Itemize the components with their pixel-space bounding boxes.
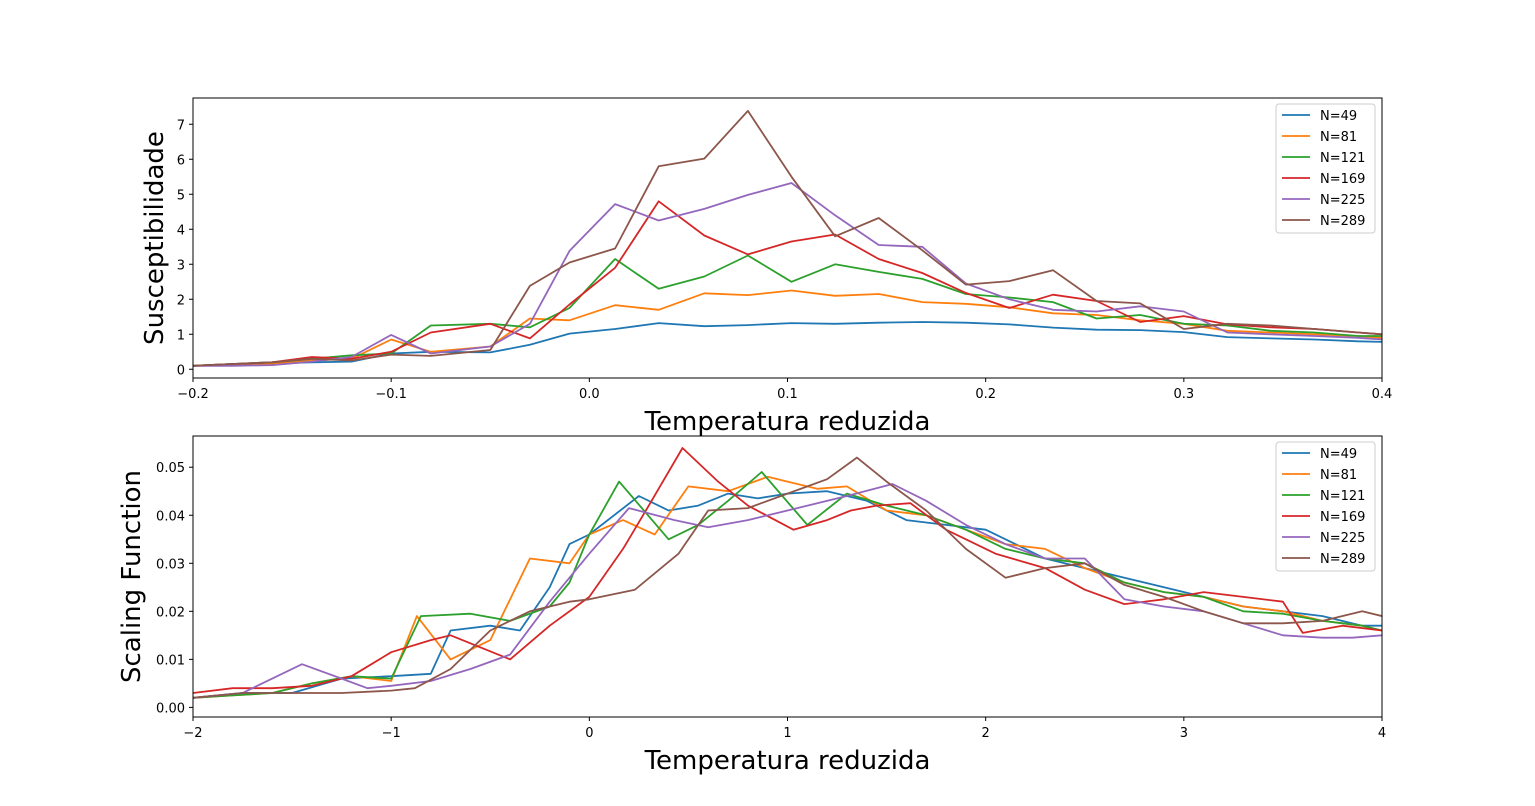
legend-entry: N=121 <box>1320 489 1365 504</box>
y-tick-label: 2 <box>177 293 185 308</box>
x-axis-label: Temperatura reduzida <box>644 407 931 437</box>
y-axis-label: Susceptibilidade <box>140 131 170 345</box>
x-tick-label: −0.2 <box>177 387 209 402</box>
x-tick-label: 1 <box>783 726 791 741</box>
legend-entry: N=289 <box>1320 552 1365 567</box>
y-tick-label: 0 <box>177 363 185 378</box>
y-tick-label: 3 <box>177 258 185 273</box>
y-tick-label: 0.03 <box>156 557 185 572</box>
legend-entry: N=169 <box>1320 510 1365 525</box>
y-axis-label: Scaling Function <box>117 470 147 683</box>
x-tick-label: 0.1 <box>777 387 798 402</box>
series-line-n-49 <box>193 490 1382 699</box>
legend-entry: N=49 <box>1320 109 1357 124</box>
y-tick-label: 0.05 <box>156 461 185 476</box>
legend: N=49 N=81 N=121 N=169 N=225 N=289 <box>1275 441 1376 572</box>
x-tick-label: 0 <box>585 726 593 741</box>
x-axis-label: Temperatura reduzida <box>644 746 931 776</box>
legend-entry: N=225 <box>1320 193 1365 208</box>
x-tick-label: 2 <box>982 726 990 741</box>
legend-entry: N=49 <box>1320 447 1357 462</box>
y-tick-label: 1 <box>177 328 185 343</box>
legend-entry: N=81 <box>1320 468 1357 483</box>
series-line-n-225 <box>193 483 1382 699</box>
legend-entry: N=121 <box>1320 151 1365 166</box>
y-tick-label: 7 <box>177 118 185 133</box>
y-tick-label: 0.01 <box>156 653 185 668</box>
x-tick-label: −1 <box>382 726 401 741</box>
legend: N=49 N=81 N=121 N=169 N=225 N=289 <box>1275 103 1376 234</box>
series-line-n-81 <box>193 289 1382 367</box>
series-group <box>193 447 1382 699</box>
x-tick-label: −2 <box>183 726 202 741</box>
y-tick-label: 4 <box>177 223 185 238</box>
series-line-n-49 <box>193 321 1382 367</box>
y-tick-label: 5 <box>177 188 185 203</box>
y-tick-label: 0.02 <box>156 605 185 620</box>
series-group <box>193 110 1382 367</box>
x-tick-label: 3 <box>1180 726 1188 741</box>
series-line-n-289 <box>193 110 1382 367</box>
susceptibility-chart: −0.2 −0.1 0.0 0.1 0.2 0.3 0.4 0 1 2 3 4 5 6 7 Temperatu… <box>140 97 1393 437</box>
y-tick-label: 0.04 <box>156 509 185 524</box>
legend-entry: N=169 <box>1320 172 1365 187</box>
x-tick-label: 0.3 <box>1173 387 1194 402</box>
x-tick-label: 0.2 <box>975 387 996 402</box>
x-tick-label: −0.1 <box>375 387 407 402</box>
x-tick-label: 4 <box>1378 726 1386 741</box>
axes-frame <box>192 97 1383 379</box>
y-tick-label: 0.00 <box>156 701 185 716</box>
series-line-n-289 <box>193 456 1382 699</box>
series-line-n-169 <box>193 200 1382 367</box>
legend-entry: N=289 <box>1320 214 1365 229</box>
x-tick-label: 0.4 <box>1372 387 1393 402</box>
series-line-n-169 <box>193 447 1382 694</box>
axes-frame <box>192 435 1383 718</box>
legend-entry: N=225 <box>1320 531 1365 546</box>
legend-entry: N=81 <box>1320 130 1357 145</box>
y-tick-label: 6 <box>177 153 185 168</box>
series-line-n-225 <box>193 182 1382 367</box>
x-tick-label: 0.0 <box>579 387 600 402</box>
scaling-function-chart: −2 −1 0 1 2 3 4 0.00 0.01 0.02 0.03 0.04 0.05 Tempera… <box>117 435 1386 776</box>
